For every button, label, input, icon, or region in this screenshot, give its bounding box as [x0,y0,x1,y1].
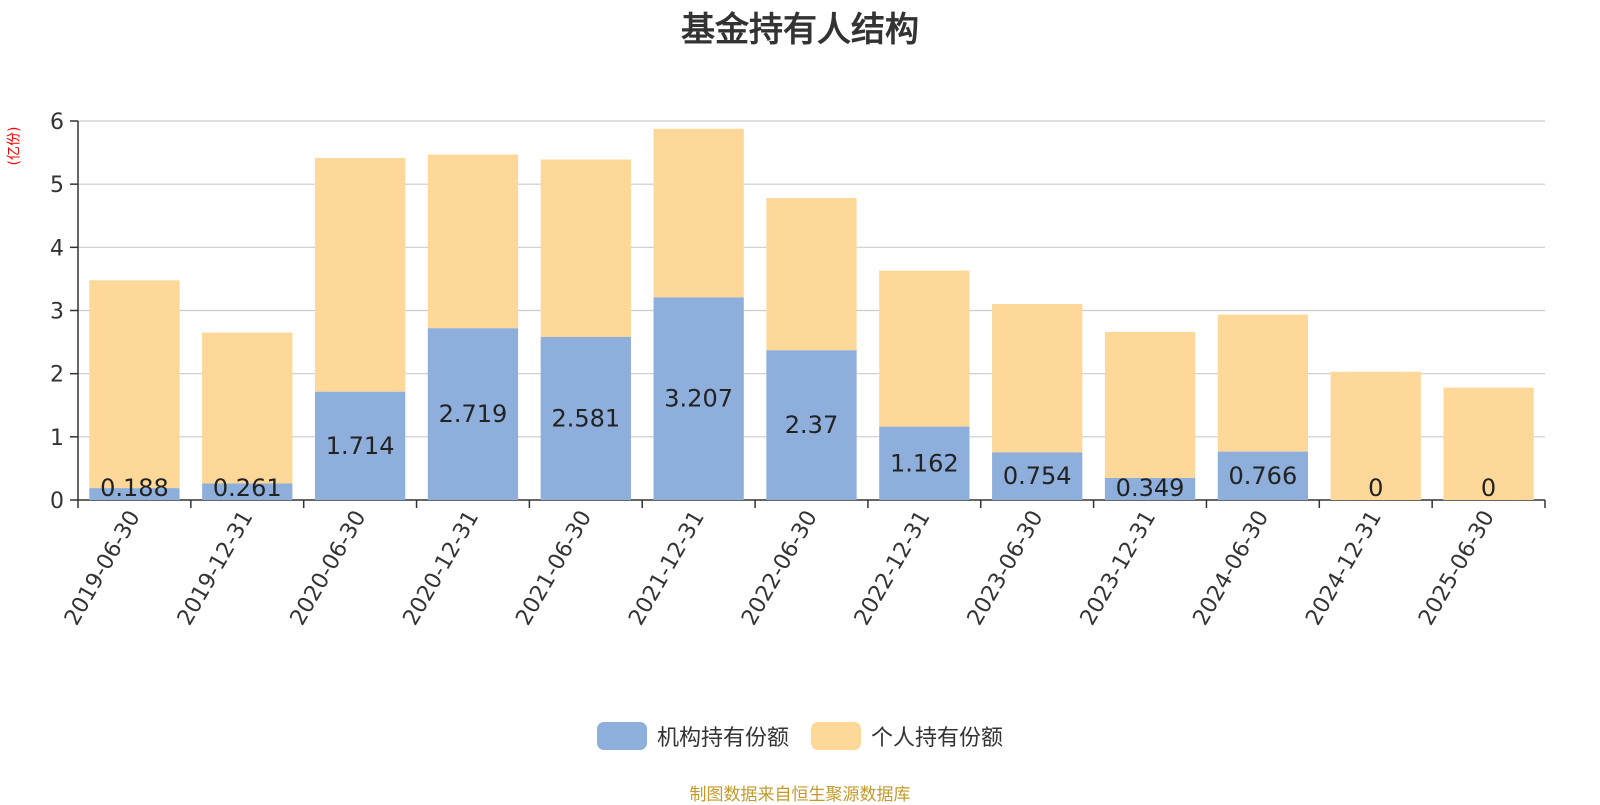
data-label-institutional: 2.581 [551,404,620,432]
bar-individual-2020-12-31 [427,154,519,329]
data-label-institutional: 1.714 [326,432,395,460]
y-tick-label: 3 [50,300,64,325]
data-label-institutional: 0 [1481,474,1496,502]
x-tick-label: 2019-12-31 [173,507,259,630]
data-label-institutional: 0.766 [1229,462,1298,490]
bar-individual-2019-12-31 [202,332,293,484]
bar-institutional-2020-06-30 [314,391,406,500]
data-label-institutional: 0.349 [1116,474,1185,502]
bar-individual-2019-06-30 [89,280,180,489]
bar-individual-2020-06-30 [314,158,406,392]
bar-institutional-2019-06-30 [89,488,180,500]
data-label-institutional: 0.754 [1003,462,1072,490]
x-tick-label: 2022-12-31 [850,507,936,630]
data-label-institutional: 1.162 [890,449,959,477]
bar-individual-2021-12-31 [653,128,744,298]
bar-institutional-2021-12-31 [653,297,744,500]
x-tick-label: 2021-06-30 [511,507,597,630]
bar-individual-2024-12-31 [1330,371,1421,500]
x-tick-label: 2020-12-31 [399,507,485,630]
bar-individual-2024-06-30 [1217,314,1309,452]
bar-institutional-2022-06-30 [766,350,857,500]
bar-institutional-2020-12-31 [427,328,519,500]
y-tick-label: 0 [50,489,64,514]
bar-institutional-2019-12-31 [202,483,293,500]
data-label-institutional: 0 [1368,474,1383,502]
legend-label-institutional: 机构持有份额 [656,726,789,751]
bar-institutional-2024-06-30 [1217,451,1309,500]
chart-title: 基金持有人结构 [681,10,919,50]
x-tick-label: 2024-06-30 [1189,507,1275,630]
y-tick-label: 4 [50,236,64,261]
bar-institutional-2022-12-31 [879,426,970,500]
legend-item-institutional[interactable]: 机构持有份额 [596,720,789,752]
data-label-institutional: 0.188 [100,474,169,502]
bar-individual-2022-12-31 [879,270,970,427]
x-tick-label: 2022-06-30 [737,507,823,630]
legend-item-individual[interactable]: 个人持有份额 [811,720,1003,752]
legend-swatch-institutional [596,722,647,750]
bar-institutional-2023-06-30 [992,452,1083,500]
bar-individual-2023-06-30 [992,303,1083,453]
data-label-institutional: 2.37 [785,411,838,439]
data-source-note: 制图数据来自恒生聚源数据库 [689,785,911,805]
bar-individual-2022-06-30 [766,198,857,351]
x-tick-label: 2023-12-31 [1076,507,1162,630]
y-tick-label: 2 [50,363,64,388]
legend-label-individual: 个人持有份额 [871,726,1004,751]
x-tick-label: 2023-06-30 [963,507,1049,630]
data-label-institutional: 0.261 [213,474,282,502]
y-tick-label: 5 [50,173,64,198]
x-tick-label: 2020-06-30 [286,507,372,630]
y-tick-label: 1 [50,426,64,451]
bar-institutional-2023-12-31 [1104,477,1196,500]
y-tick-label: 6 [50,110,64,135]
legend-swatch-individual [811,722,861,750]
legend: 机构持有份额 个人持有份额 [0,720,1600,752]
x-tick-label: 2024-12-31 [1301,507,1387,630]
bar-individual-2023-12-31 [1104,332,1196,478]
bar-individual-2021-06-30 [540,159,631,337]
bar-individual-2025-06-30 [1443,387,1534,500]
data-label-institutional: 3.207 [664,385,733,413]
data-label-institutional: 2.719 [439,400,508,428]
x-tick-label: 2019-06-30 [60,507,146,630]
x-tick-label: 2021-12-31 [624,507,710,630]
bar-institutional-2021-06-30 [540,336,631,500]
x-tick-label: 2025-06-30 [1414,507,1500,630]
